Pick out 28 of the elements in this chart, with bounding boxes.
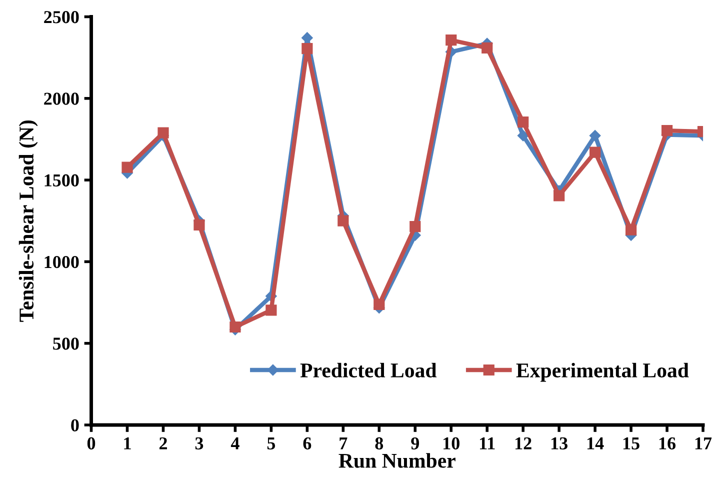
x-tick-label: 4 bbox=[230, 437, 240, 450]
x-tick-label: 10 bbox=[444, 437, 460, 450]
y-tick-label: 500 bbox=[53, 338, 79, 350]
x-tick-label: 11 bbox=[480, 437, 495, 450]
x-axis-title: Run Number bbox=[338, 453, 456, 468]
x-tick-label: 1 bbox=[124, 437, 131, 450]
x-tick-label: 7 bbox=[340, 437, 348, 450]
x-tick-label: 2 bbox=[159, 437, 167, 450]
x-tick-label: 17 bbox=[695, 437, 712, 450]
x-tick-label: 3 bbox=[195, 437, 204, 450]
x-tick-label: 8 bbox=[375, 437, 384, 450]
x-tick-label: 13 bbox=[551, 437, 568, 450]
y-axis-title: Tensile-shear Load (N) bbox=[18, 120, 38, 322]
legend-label: Experimental Load bbox=[516, 362, 689, 382]
y-tick-label: 0 bbox=[71, 419, 79, 432]
x-tick-label: 0 bbox=[87, 437, 96, 450]
x-tick-label: 16 bbox=[659, 437, 676, 450]
x-tick-label: 12 bbox=[516, 437, 532, 450]
x-tick-label: 6 bbox=[303, 437, 312, 450]
y-tick-label: 1000 bbox=[44, 256, 79, 268]
y-tick-label: 1500 bbox=[44, 174, 79, 186]
y-tick-label: 2500 bbox=[44, 11, 79, 24]
x-tick-label: 15 bbox=[623, 437, 640, 450]
x-tick-label: 9 bbox=[411, 437, 419, 450]
x-tick-label: 14 bbox=[587, 437, 604, 450]
legend-label: Predicted Load bbox=[300, 362, 437, 378]
y-tick-label: 2000 bbox=[44, 92, 79, 105]
x-tick-label: 5 bbox=[267, 437, 276, 450]
